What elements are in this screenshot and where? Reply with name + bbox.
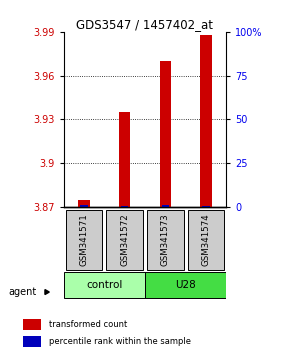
Bar bbox=[23, 336, 41, 347]
Bar bbox=[147, 210, 184, 270]
Polygon shape bbox=[45, 290, 49, 295]
Bar bbox=[119, 112, 130, 207]
Bar bbox=[80, 205, 88, 207]
Bar bbox=[64, 272, 145, 298]
Text: GSM341572: GSM341572 bbox=[120, 213, 129, 266]
Title: GDS3547 / 1457402_at: GDS3547 / 1457402_at bbox=[77, 18, 213, 31]
Bar bbox=[200, 35, 212, 207]
Text: GSM341573: GSM341573 bbox=[161, 213, 170, 266]
Bar bbox=[106, 210, 143, 270]
Text: U28: U28 bbox=[175, 280, 196, 290]
Bar bbox=[121, 206, 128, 207]
Text: agent: agent bbox=[9, 287, 37, 297]
Text: transformed count: transformed count bbox=[49, 320, 127, 329]
Text: GSM341571: GSM341571 bbox=[79, 213, 89, 266]
Bar bbox=[145, 272, 226, 298]
Bar bbox=[202, 206, 210, 207]
Bar bbox=[23, 319, 41, 330]
Bar bbox=[66, 210, 102, 270]
Bar bbox=[188, 210, 224, 270]
Text: percentile rank within the sample: percentile rank within the sample bbox=[49, 337, 191, 346]
Bar bbox=[78, 200, 90, 207]
Bar bbox=[162, 205, 169, 207]
Text: control: control bbox=[86, 280, 123, 290]
Text: GSM341574: GSM341574 bbox=[201, 213, 211, 266]
Bar bbox=[160, 61, 171, 207]
